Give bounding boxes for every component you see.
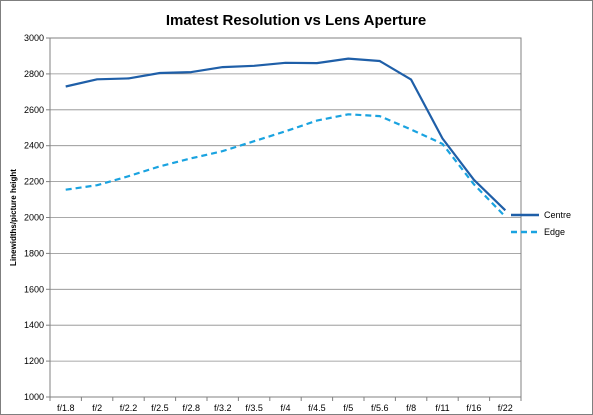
x-tick-label: f/4 (280, 403, 290, 413)
x-tick-label: f/2.8 (183, 403, 201, 413)
x-tick-label: f/2.5 (151, 403, 169, 413)
plot-area-border (49, 37, 522, 398)
y-tick-label: 2200 (24, 177, 44, 187)
x-tick-label: f/8 (406, 403, 416, 413)
x-tick-label: f/11 (435, 403, 449, 413)
y-tick-label: 1400 (24, 320, 44, 330)
x-tick-label: f/22 (498, 403, 513, 413)
legend-label-centre: Centre (544, 210, 571, 220)
gridlines (50, 37, 521, 398)
x-tick-label: f/5 (343, 403, 353, 413)
series-line-edge (65, 113, 507, 218)
x-tick-label: f/1.8 (57, 403, 75, 413)
x-tick-label: f/2 (92, 403, 102, 413)
y-axis-ticks: 1000 1200 1400 1600 1800 2000 2200 2400 2600 2800… (24, 33, 50, 402)
legend-label-edge: Edge (544, 227, 565, 237)
chart-title: Imatest Resolution vs Lens Aperture (166, 12, 426, 29)
x-tick-label: f/2.2 (120, 403, 138, 413)
x-tick-label: f/16 (466, 403, 481, 413)
y-axis-label: Linewidths/picture height (9, 169, 18, 266)
x-tick-label: f/4.5 (308, 403, 326, 413)
series-lines (65, 57, 507, 218)
y-tick-label: 1000 (24, 392, 44, 402)
y-tick-label: 2600 (24, 105, 44, 115)
x-axis-ticks: f/1.8 f/2 f/2.2 f/2.5 f/2.8 f/3.2 f/3.5 f/4 f/4.… (49, 397, 522, 413)
y-tick-label: 1200 (24, 356, 44, 366)
x-tick-label: f/3.5 (245, 403, 263, 413)
legend: Centre Edge (511, 210, 571, 237)
y-tick-label: 2000 (24, 213, 44, 223)
y-tick-label: 1800 (24, 248, 44, 258)
x-tick-label: f/3.2 (214, 403, 232, 413)
y-tick-label: 3000 (24, 33, 44, 43)
y-tick-label: 1600 (24, 284, 44, 294)
y-tick-label: 2400 (24, 141, 44, 151)
y-tick-label: 2800 (24, 69, 44, 79)
x-tick-label: f/5.6 (371, 403, 389, 413)
series-line-centre (65, 57, 507, 212)
